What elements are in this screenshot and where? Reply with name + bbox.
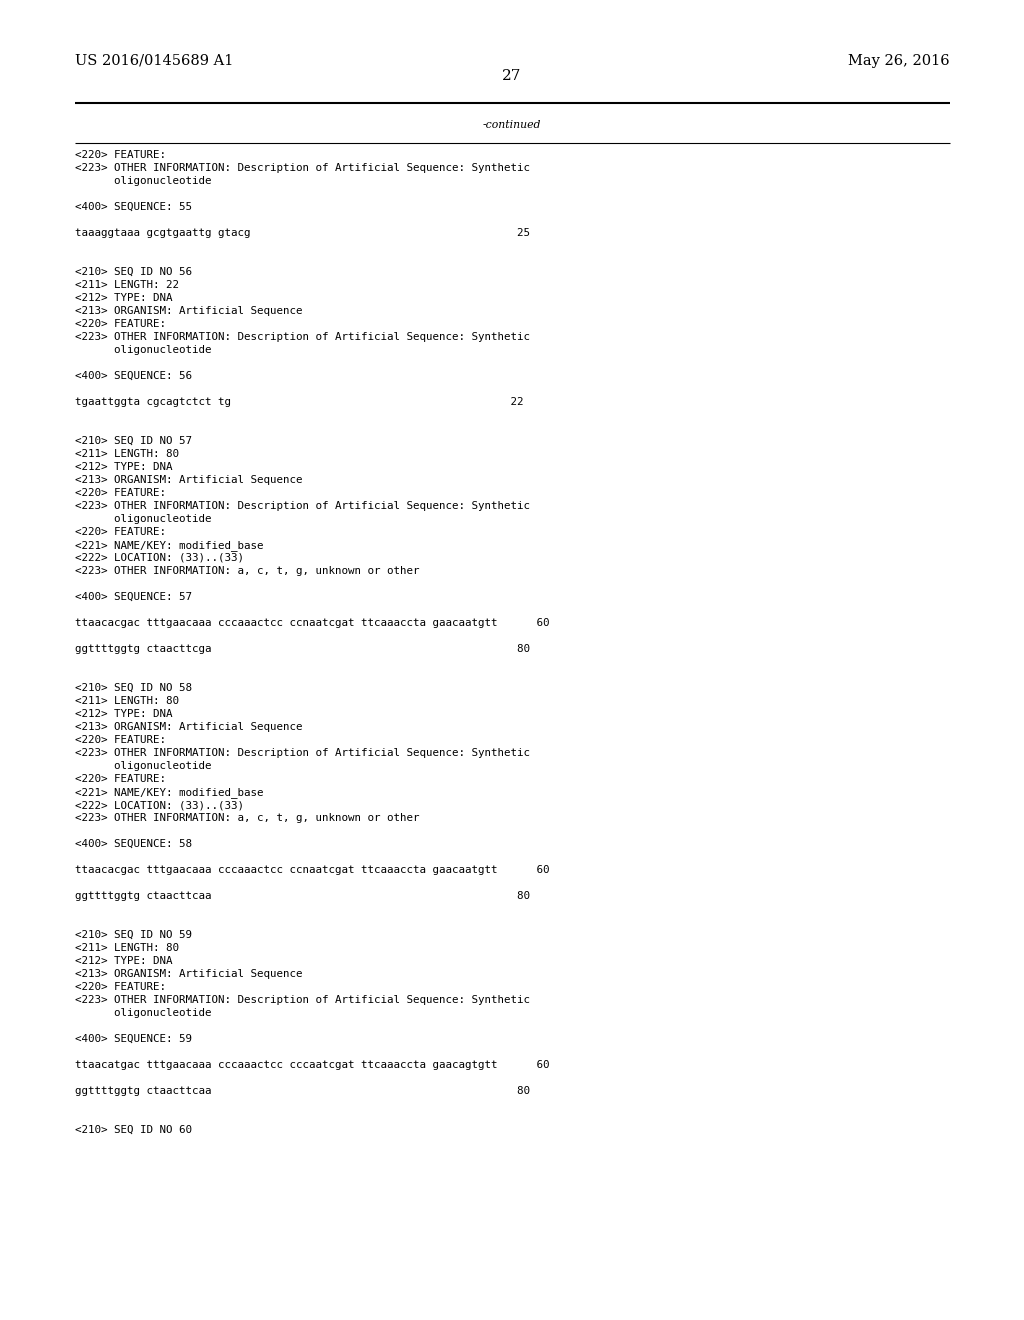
Text: <212> TYPE: DNA: <212> TYPE: DNA [75,293,172,304]
Text: ggttttggtg ctaacttcga                                               80: ggttttggtg ctaacttcga 80 [75,644,530,653]
Text: <220> FEATURE:: <220> FEATURE: [75,319,166,329]
Text: <223> OTHER INFORMATION: Description of Artificial Sequence: Synthetic: <223> OTHER INFORMATION: Description of … [75,995,530,1005]
Text: <220> FEATURE:: <220> FEATURE: [75,774,166,784]
Text: <220> FEATURE:: <220> FEATURE: [75,527,166,537]
Text: <220> FEATURE:: <220> FEATURE: [75,735,166,744]
Text: <212> TYPE: DNA: <212> TYPE: DNA [75,709,172,719]
Text: oligonucleotide: oligonucleotide [75,1008,212,1018]
Text: <223> OTHER INFORMATION: Description of Artificial Sequence: Synthetic: <223> OTHER INFORMATION: Description of … [75,502,530,511]
Text: ggttttggtg ctaacttcaa                                               80: ggttttggtg ctaacttcaa 80 [75,1086,530,1096]
Text: oligonucleotide: oligonucleotide [75,345,212,355]
Text: ggttttggtg ctaacttcaa                                               80: ggttttggtg ctaacttcaa 80 [75,891,530,902]
Text: <211> LENGTH: 80: <211> LENGTH: 80 [75,942,179,953]
Text: <210> SEQ ID NO 60: <210> SEQ ID NO 60 [75,1125,193,1135]
Text: <213> ORGANISM: Artificial Sequence: <213> ORGANISM: Artificial Sequence [75,722,302,733]
Text: ttaacacgac tttgaacaaa cccaaactcc ccnaatcgat ttcaaaccta gaacaatgtt      60: ttaacacgac tttgaacaaa cccaaactcc ccnaatc… [75,865,550,875]
Text: -continued: -continued [482,120,542,129]
Text: <223> OTHER INFORMATION: Description of Artificial Sequence: Synthetic: <223> OTHER INFORMATION: Description of … [75,162,530,173]
Text: May 26, 2016: May 26, 2016 [848,54,950,69]
Text: <210> SEQ ID NO 57: <210> SEQ ID NO 57 [75,436,193,446]
Text: <212> TYPE: DNA: <212> TYPE: DNA [75,956,172,966]
Text: tgaattggta cgcagtctct tg                                           22: tgaattggta cgcagtctct tg 22 [75,397,523,407]
Text: oligonucleotide: oligonucleotide [75,513,212,524]
Text: <211> LENGTH: 80: <211> LENGTH: 80 [75,696,179,706]
Text: <223> OTHER INFORMATION: Description of Artificial Sequence: Synthetic: <223> OTHER INFORMATION: Description of … [75,333,530,342]
Text: <400> SEQUENCE: 56: <400> SEQUENCE: 56 [75,371,193,381]
Text: <213> ORGANISM: Artificial Sequence: <213> ORGANISM: Artificial Sequence [75,475,302,484]
Text: <400> SEQUENCE: 57: <400> SEQUENCE: 57 [75,591,193,602]
Text: <211> LENGTH: 80: <211> LENGTH: 80 [75,449,179,459]
Text: <400> SEQUENCE: 55: <400> SEQUENCE: 55 [75,202,193,213]
Text: <213> ORGANISM: Artificial Sequence: <213> ORGANISM: Artificial Sequence [75,306,302,315]
Text: oligonucleotide: oligonucleotide [75,176,212,186]
Text: <213> ORGANISM: Artificial Sequence: <213> ORGANISM: Artificial Sequence [75,969,302,979]
Text: <220> FEATURE:: <220> FEATURE: [75,488,166,498]
Text: <221> NAME/KEY: modified_base: <221> NAME/KEY: modified_base [75,787,263,797]
Text: <400> SEQUENCE: 59: <400> SEQUENCE: 59 [75,1034,193,1044]
Text: <210> SEQ ID NO 59: <210> SEQ ID NO 59 [75,931,193,940]
Text: ttaacatgac tttgaacaaa cccaaactcc cccaatcgat ttcaaaccta gaacagtgtt      60: ttaacatgac tttgaacaaa cccaaactcc cccaatc… [75,1060,550,1071]
Text: <222> LOCATION: (33)..(33): <222> LOCATION: (33)..(33) [75,800,244,810]
Text: taaaggtaaa gcgtgaattg gtacg                                         25: taaaggtaaa gcgtgaattg gtacg 25 [75,228,530,238]
Text: oligonucleotide: oligonucleotide [75,762,212,771]
Text: <212> TYPE: DNA: <212> TYPE: DNA [75,462,172,473]
Text: US 2016/0145689 A1: US 2016/0145689 A1 [75,54,233,69]
Text: <222> LOCATION: (33)..(33): <222> LOCATION: (33)..(33) [75,553,244,564]
Text: <220> FEATURE:: <220> FEATURE: [75,982,166,993]
Text: <400> SEQUENCE: 58: <400> SEQUENCE: 58 [75,840,193,849]
Text: <210> SEQ ID NO 58: <210> SEQ ID NO 58 [75,682,193,693]
Text: 27: 27 [503,69,521,83]
Text: <223> OTHER INFORMATION: Description of Artificial Sequence: Synthetic: <223> OTHER INFORMATION: Description of … [75,748,530,758]
Text: <221> NAME/KEY: modified_base: <221> NAME/KEY: modified_base [75,540,263,550]
Text: <220> FEATURE:: <220> FEATURE: [75,150,166,160]
Text: <210> SEQ ID NO 56: <210> SEQ ID NO 56 [75,267,193,277]
Text: ttaacacgac tttgaacaaa cccaaactcc ccnaatcgat ttcaaaccta gaacaatgtt      60: ttaacacgac tttgaacaaa cccaaactcc ccnaatc… [75,618,550,628]
Text: <223> OTHER INFORMATION: a, c, t, g, unknown or other: <223> OTHER INFORMATION: a, c, t, g, unk… [75,813,420,822]
Text: <211> LENGTH: 22: <211> LENGTH: 22 [75,280,179,290]
Text: <223> OTHER INFORMATION: a, c, t, g, unknown or other: <223> OTHER INFORMATION: a, c, t, g, unk… [75,566,420,576]
